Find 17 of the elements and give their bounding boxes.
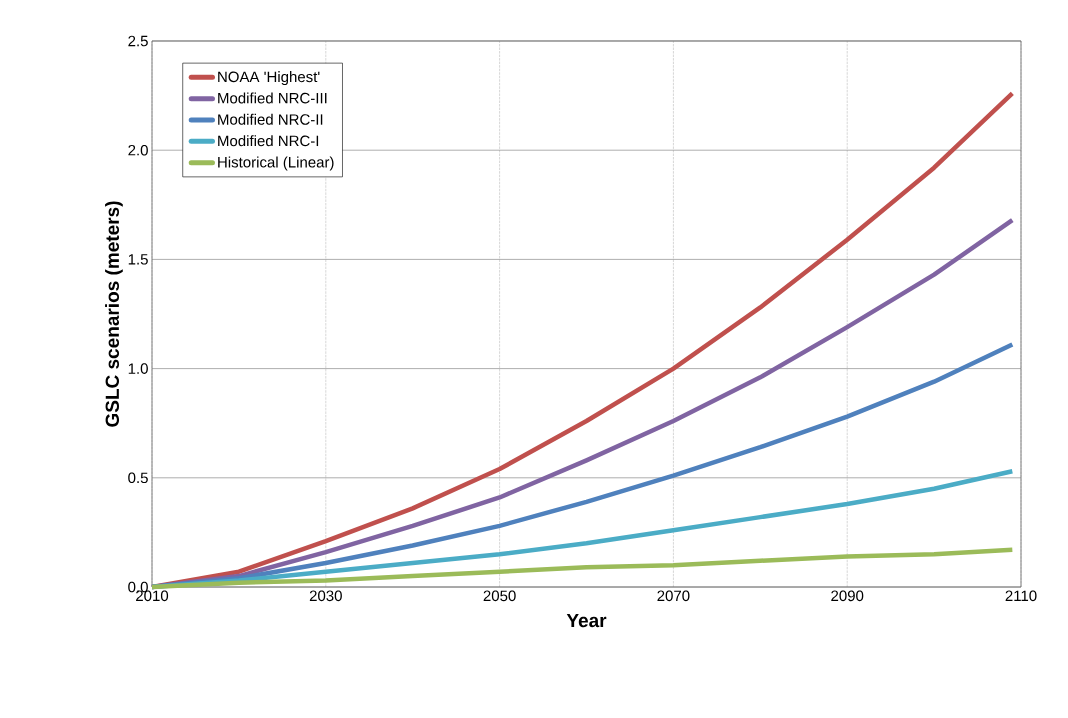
legend-label: Modified NRC-I xyxy=(218,135,319,147)
x-tick-label: 2050 xyxy=(483,590,516,602)
legend-label: NOAA 'Highest' xyxy=(218,71,320,86)
legend-label: Modified NRC-III xyxy=(218,92,327,104)
y-tick-label: 1.0 xyxy=(128,363,148,374)
x-tick-label: 2030 xyxy=(309,590,342,602)
y-tick-label: 2.5 xyxy=(128,35,148,47)
y-tick-label: 1.5 xyxy=(128,254,148,265)
x-tick-label: 2070 xyxy=(657,590,690,602)
x-axis-title: Year xyxy=(566,613,607,628)
legend-label: Modified NRC-II xyxy=(218,113,323,125)
y-axis-title: GSLC scenarios (meters) xyxy=(105,201,123,427)
y-tick-label: 2.0 xyxy=(128,144,148,156)
legend-label: Historical (Linear) xyxy=(218,156,334,171)
y-tick-label: 0.5 xyxy=(128,472,148,484)
x-tick-label: 2090 xyxy=(831,590,864,602)
x-tick-label: 2110 xyxy=(1005,590,1037,602)
